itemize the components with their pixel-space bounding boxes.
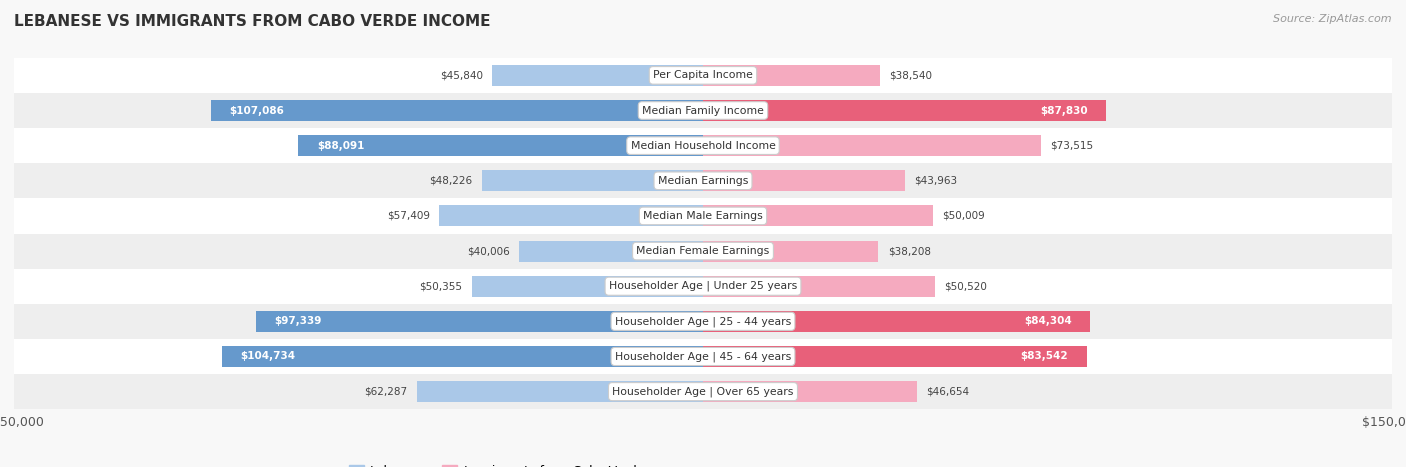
Bar	[14, 374, 1392, 409]
Text: Source: ZipAtlas.com: Source: ZipAtlas.com	[1274, 14, 1392, 24]
Text: $88,091: $88,091	[316, 141, 364, 151]
Bar	[14, 234, 1392, 269]
Text: $50,009: $50,009	[942, 211, 984, 221]
Text: $38,208: $38,208	[887, 246, 931, 256]
Text: $40,006: $40,006	[467, 246, 510, 256]
Bar	[703, 241, 879, 262]
Bar	[14, 198, 1392, 234]
Text: $84,304: $84,304	[1024, 316, 1071, 326]
Legend: Lebanese, Immigrants from Cabo Verde: Lebanese, Immigrants from Cabo Verde	[343, 460, 650, 467]
Text: $45,840: $45,840	[440, 71, 484, 80]
Text: $87,830: $87,830	[1040, 106, 1088, 115]
Text: $57,409: $57,409	[387, 211, 430, 221]
Bar	[481, 170, 703, 191]
Bar	[14, 304, 1392, 339]
Bar	[14, 58, 1392, 93]
Text: Median Male Earnings: Median Male Earnings	[643, 211, 763, 221]
Bar	[472, 276, 703, 297]
Bar	[703, 100, 1107, 121]
Bar	[14, 339, 1392, 374]
Text: Median Female Earnings: Median Female Earnings	[637, 246, 769, 256]
Bar	[703, 311, 1090, 332]
Text: Median Earnings: Median Earnings	[658, 176, 748, 186]
Bar	[418, 381, 703, 402]
Bar	[211, 100, 703, 121]
Bar	[492, 65, 703, 86]
Text: $38,540: $38,540	[889, 71, 932, 80]
Bar	[519, 241, 703, 262]
Text: Householder Age | Over 65 years: Householder Age | Over 65 years	[612, 386, 794, 397]
Text: LEBANESE VS IMMIGRANTS FROM CABO VERDE INCOME: LEBANESE VS IMMIGRANTS FROM CABO VERDE I…	[14, 14, 491, 29]
Text: Householder Age | Under 25 years: Householder Age | Under 25 years	[609, 281, 797, 291]
Text: $62,287: $62,287	[364, 387, 408, 396]
Bar	[703, 346, 1087, 367]
Text: $50,355: $50,355	[419, 281, 463, 291]
Bar	[703, 65, 880, 86]
Text: Median Household Income: Median Household Income	[630, 141, 776, 151]
Text: $83,542: $83,542	[1021, 352, 1069, 361]
Bar	[14, 93, 1392, 128]
Text: Per Capita Income: Per Capita Income	[652, 71, 754, 80]
Bar	[298, 135, 703, 156]
Text: $107,086: $107,086	[229, 106, 284, 115]
Bar	[14, 128, 1392, 163]
Bar	[256, 311, 703, 332]
Text: Median Family Income: Median Family Income	[643, 106, 763, 115]
Text: $46,654: $46,654	[927, 387, 970, 396]
Bar	[222, 346, 703, 367]
Bar	[703, 205, 932, 226]
Text: $104,734: $104,734	[240, 352, 295, 361]
Bar	[703, 170, 905, 191]
Bar	[439, 205, 703, 226]
Bar	[14, 163, 1392, 198]
Text: $43,963: $43,963	[914, 176, 957, 186]
Bar	[703, 381, 917, 402]
Text: $97,339: $97,339	[274, 316, 322, 326]
Text: $73,515: $73,515	[1050, 141, 1092, 151]
Text: $50,520: $50,520	[945, 281, 987, 291]
Text: Householder Age | 25 - 44 years: Householder Age | 25 - 44 years	[614, 316, 792, 326]
Bar	[703, 135, 1040, 156]
Bar	[703, 276, 935, 297]
Bar	[14, 269, 1392, 304]
Text: $48,226: $48,226	[429, 176, 472, 186]
Text: Householder Age | 45 - 64 years: Householder Age | 45 - 64 years	[614, 351, 792, 362]
